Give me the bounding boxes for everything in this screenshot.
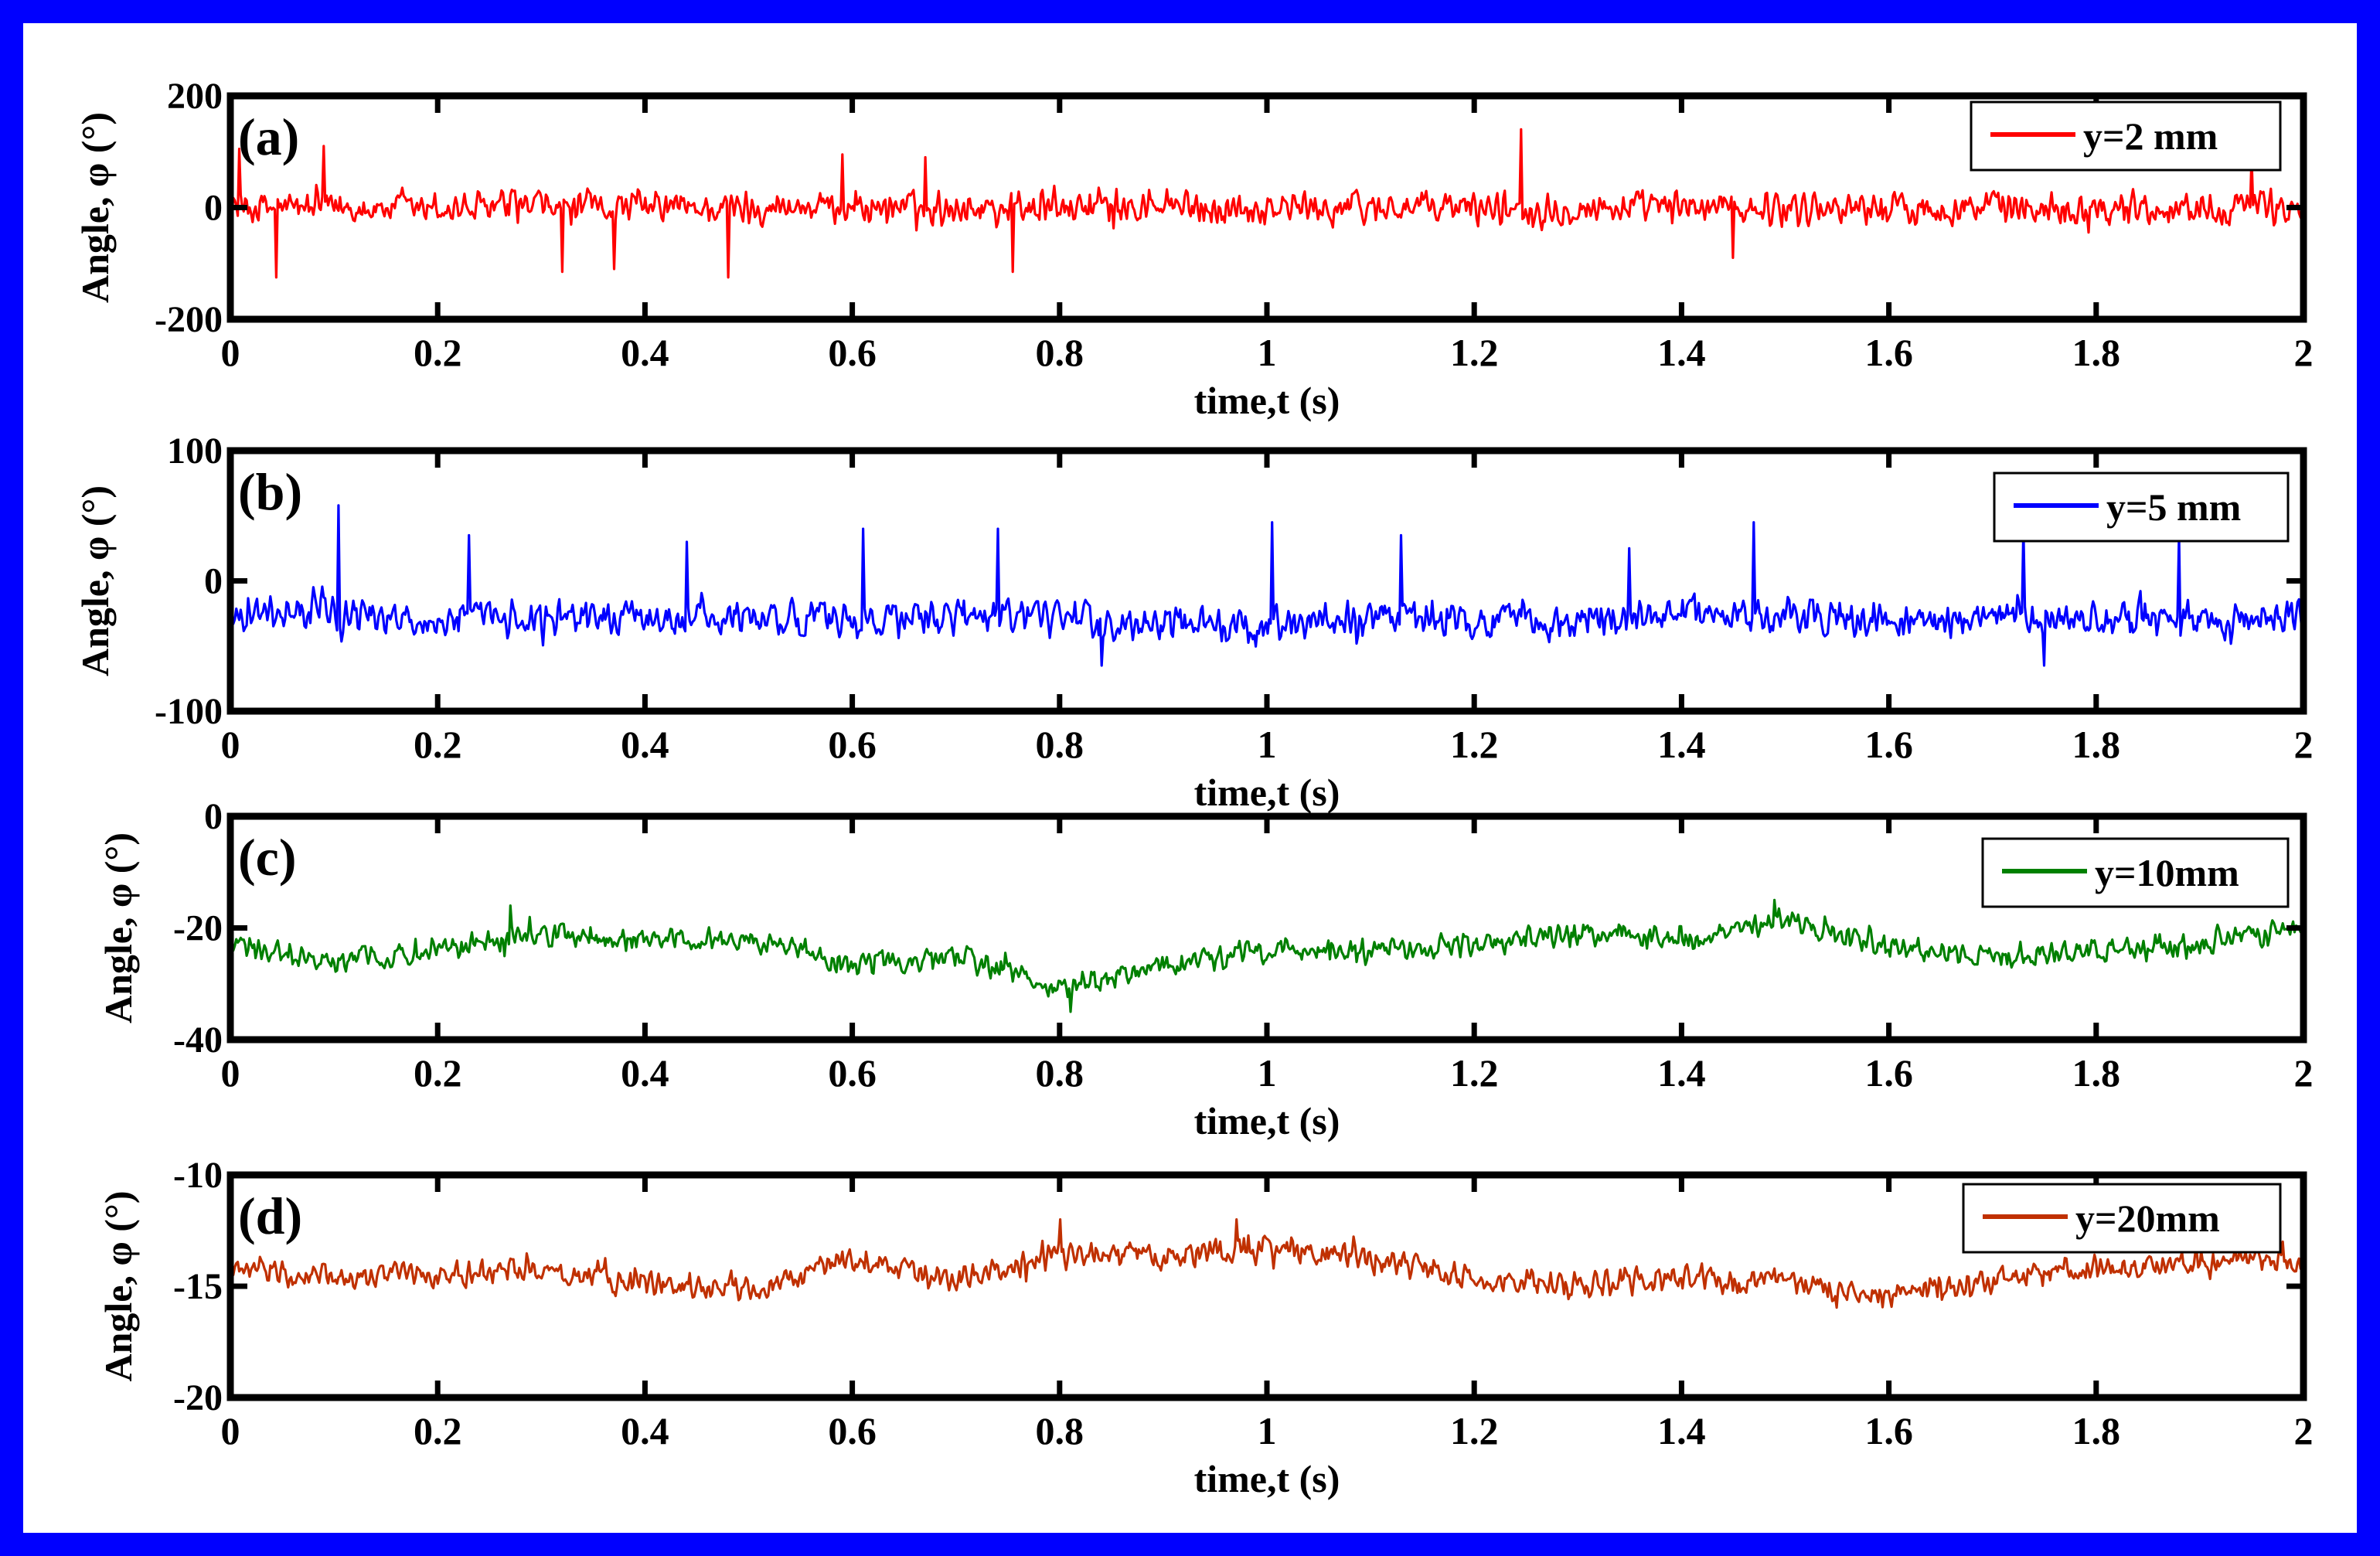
x-tick-label: 0 xyxy=(221,1051,240,1095)
y-tick-label: -40 xyxy=(173,1020,223,1061)
x-tick-label: 0.6 xyxy=(828,723,877,766)
x-tick-label: 1.8 xyxy=(2072,1051,2121,1095)
x-axis-label: time,t (s) xyxy=(1194,771,1340,814)
x-tick-label: 0.8 xyxy=(1036,331,1084,374)
y-tick-label: 100 xyxy=(167,431,223,472)
x-tick-label: 0.4 xyxy=(621,1409,669,1452)
x-axis-label: time,t (s) xyxy=(1194,379,1340,422)
x-tick-label: 0.2 xyxy=(414,331,462,374)
x-tick-label: 0.8 xyxy=(1036,723,1084,766)
x-tick-label: 0.6 xyxy=(828,1409,877,1452)
series-line-1 xyxy=(230,1217,2303,1309)
x-tick-label: 1.4 xyxy=(1657,723,1706,766)
y-tick-label: -100 xyxy=(155,691,223,732)
x-tick-label: 0.8 xyxy=(1036,1051,1084,1095)
panel-label: (d) xyxy=(238,1187,302,1245)
x-tick-label: 1.4 xyxy=(1657,1409,1706,1452)
y-axis-label: Angle, φ (°) xyxy=(97,1191,140,1382)
x-tick-label: 2 xyxy=(2294,1409,2314,1452)
x-tick-label: 0.4 xyxy=(621,331,669,374)
x-tick-label: 1.6 xyxy=(1864,1409,1913,1452)
series-line-1 xyxy=(230,128,2303,279)
y-axis-label: Angle, φ (°) xyxy=(73,112,117,303)
panel-d: 0 0.2 0.4 0.6 0.8 1 1.2 1.4 1.6 1.8 2 -20 -15 -10 time… xyxy=(97,1155,2314,1500)
x-tick-label: 1.2 xyxy=(1450,1409,1499,1452)
x-axis-label: time,t (s) xyxy=(1194,1099,1340,1142)
x-tick-label: 2 xyxy=(2294,723,2314,766)
x-tick-label: 1.8 xyxy=(2072,331,2121,374)
legend-entry: y=5 mm xyxy=(2106,485,2241,529)
x-tick-label: 0 xyxy=(221,1409,240,1452)
x-tick-label: 1.4 xyxy=(1657,331,1706,374)
y-tick-label: -10 xyxy=(173,1155,223,1196)
series-line-1 xyxy=(230,504,2303,667)
panel-c: 0 0.2 0.4 0.6 0.8 1 1.2 1.4 1.6 1.8 2 -40 -20 0 time,t… xyxy=(97,796,2314,1142)
legend-entry: y=10mm xyxy=(2095,851,2239,894)
y-tick-label: -20 xyxy=(173,908,223,949)
panel-label: (c) xyxy=(238,828,296,887)
legend-entry: y=20mm xyxy=(2075,1197,2220,1240)
panel-a: 0 0.2 0.4 0.6 0.8 1 1.2 1.4 1.6 1.8 2-2000200time,… xyxy=(73,76,2314,422)
x-tick-label: 1.4 xyxy=(1657,1051,1706,1095)
x-tick-label: 0.8 xyxy=(1036,1409,1084,1452)
x-tick-label: 1.6 xyxy=(1864,331,1913,374)
legend: y=10mm xyxy=(1981,837,2290,908)
x-tick-label: 1.8 xyxy=(2072,723,2121,766)
x-tick-label: 0 xyxy=(221,723,240,766)
x-tick-label: 0.4 xyxy=(621,723,669,766)
series-line-1 xyxy=(230,898,2303,1013)
x-tick-label: 1 xyxy=(1258,723,1277,766)
x-tick-label: 0.2 xyxy=(414,723,462,766)
panel-label: (a) xyxy=(238,107,299,166)
x-tick-label: 1.2 xyxy=(1450,331,1499,374)
x-tick-label: 1 xyxy=(1258,1409,1277,1452)
x-axis-label: time,t (s) xyxy=(1194,1457,1340,1500)
panel-label: (b) xyxy=(238,462,302,521)
y-tick-label: 0 xyxy=(204,561,223,602)
x-tick-label: 2 xyxy=(2294,1051,2314,1095)
x-tick-label: 0.2 xyxy=(414,1051,462,1095)
y-tick-label: 0 xyxy=(204,188,223,229)
legend: y=5 mm xyxy=(1993,472,2290,543)
y-tick-label: -200 xyxy=(155,299,223,340)
y-axis-label: Angle, φ (°) xyxy=(73,485,117,676)
panels: 0 0.2 0.4 0.6 0.8 1 1.2 1.4 1.6 1.8 2-2000200time,… xyxy=(73,76,2314,1500)
y-tick-label: 0 xyxy=(204,796,223,837)
x-tick-label: 1.6 xyxy=(1864,723,1913,766)
x-tick-label: 1.6 xyxy=(1864,1051,1913,1095)
y-tick-label: -15 xyxy=(173,1266,223,1307)
y-tick-label: -20 xyxy=(173,1377,223,1418)
legend: y=20mm xyxy=(1962,1183,2282,1254)
panel-b: 0 0.2 0.4 0.6 0.8 1 1.2 1.4 1.6 1.8 2-1000100time,… xyxy=(73,431,2314,814)
x-tick-label: 0.2 xyxy=(414,1409,462,1452)
x-tick-label: 0.4 xyxy=(621,1051,669,1095)
x-tick-label: 0 xyxy=(221,331,240,374)
x-tick-label: 0.6 xyxy=(828,331,877,374)
y-axis-label: Angle, φ (°) xyxy=(97,832,140,1023)
y-tick-label: 200 xyxy=(167,76,223,117)
x-tick-label: 2 xyxy=(2294,331,2314,374)
x-tick-label: 1 xyxy=(1258,1051,1277,1095)
x-tick-label: 1.8 xyxy=(2072,1409,2121,1452)
legend-entry: y=2 mm xyxy=(2083,114,2218,158)
legend: y=2 mm xyxy=(1970,100,2282,172)
x-tick-label: 0.6 xyxy=(828,1051,877,1095)
x-tick-label: 1.2 xyxy=(1450,1051,1499,1095)
x-tick-label: 1.2 xyxy=(1450,723,1499,766)
x-tick-label: 1 xyxy=(1258,331,1277,374)
